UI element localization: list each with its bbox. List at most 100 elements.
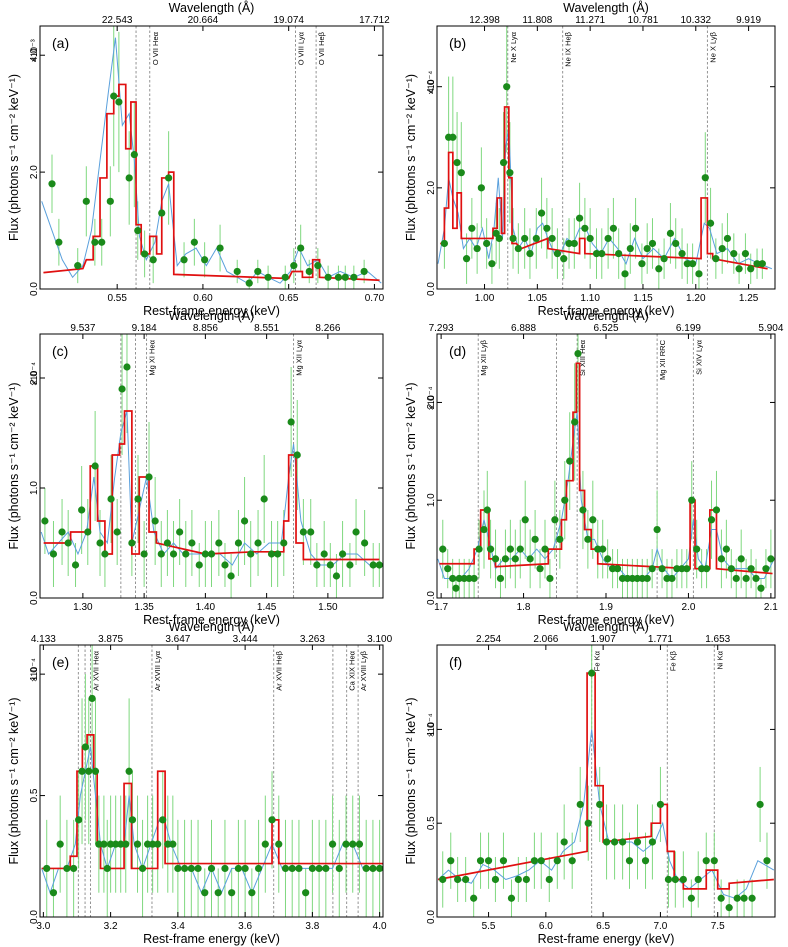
data-point bbox=[702, 565, 711, 573]
x-axis-title: Rest-frame energy (keV) bbox=[143, 304, 280, 318]
plot-frame bbox=[39, 644, 384, 918]
top-tick-label: 8.551 bbox=[254, 323, 279, 334]
y-axis-title: Flux (photons s⁻¹ cm⁻² keV⁻¹) bbox=[404, 382, 418, 549]
plot-area bbox=[41, 26, 382, 289]
y-exponent-label: ×10⁻³ bbox=[29, 39, 39, 62]
data-point bbox=[560, 255, 568, 263]
data-point bbox=[553, 857, 561, 865]
top-tick-label: 5.904 bbox=[758, 323, 783, 334]
data-point bbox=[621, 270, 629, 278]
data-point bbox=[655, 265, 663, 273]
data-point bbox=[49, 550, 58, 558]
top-tick-label: 8.856 bbox=[193, 323, 218, 334]
data-point bbox=[96, 539, 104, 547]
data-point bbox=[537, 857, 545, 865]
panel-label: (f) bbox=[449, 654, 462, 670]
data-point bbox=[735, 265, 743, 273]
top-tick-label: 6.199 bbox=[676, 323, 701, 334]
data-point bbox=[241, 864, 249, 873]
model-line bbox=[43, 83, 380, 282]
data-point bbox=[221, 864, 229, 873]
data-point bbox=[375, 561, 383, 569]
data-point bbox=[623, 574, 632, 583]
data-point bbox=[58, 528, 66, 536]
data-point bbox=[473, 244, 481, 253]
x-tick-label: 1.45 bbox=[257, 602, 277, 613]
data-point bbox=[369, 561, 377, 569]
data-point bbox=[295, 864, 303, 873]
data-point bbox=[727, 565, 735, 573]
data-point bbox=[315, 864, 323, 873]
y-tick-label: 0.0 bbox=[426, 282, 437, 296]
data-point bbox=[234, 864, 243, 873]
y-tick-label: 2.0 bbox=[426, 180, 437, 194]
x-tick-label: 0.70 bbox=[365, 293, 385, 304]
plot-area bbox=[41, 645, 383, 917]
data-point bbox=[320, 550, 328, 558]
top-tick-label: 9.184 bbox=[132, 323, 157, 334]
data-point bbox=[594, 545, 602, 553]
plot-area bbox=[437, 645, 775, 917]
y-tick-label: 1.0 bbox=[29, 667, 40, 681]
plot-frame bbox=[436, 25, 776, 290]
top-tick-label: 2.254 bbox=[476, 634, 501, 645]
data-point bbox=[154, 840, 162, 848]
data-point bbox=[85, 767, 93, 775]
data-point bbox=[187, 864, 195, 873]
data-point bbox=[207, 550, 216, 558]
data-point bbox=[182, 550, 190, 558]
data-point bbox=[565, 239, 573, 248]
top-axis-title: Wavelength (Å) bbox=[169, 619, 255, 634]
y-tick-label: 0.5 bbox=[29, 788, 40, 802]
data-point bbox=[48, 180, 56, 188]
data-point bbox=[694, 875, 702, 884]
emission-line-label: Mg XII Lyβ bbox=[479, 339, 488, 375]
data-point bbox=[457, 169, 465, 177]
data-point bbox=[75, 816, 83, 824]
data-point bbox=[122, 840, 130, 848]
data-point bbox=[462, 875, 470, 884]
data-point bbox=[742, 574, 750, 583]
data-point bbox=[618, 574, 627, 583]
emission-line-label: Mg XII RRC bbox=[658, 339, 667, 380]
data-point bbox=[480, 525, 488, 534]
top-tick-label: 3.444 bbox=[233, 634, 258, 645]
data-point bbox=[63, 864, 71, 873]
data-point bbox=[245, 279, 253, 287]
data-point bbox=[576, 800, 584, 809]
data-point bbox=[149, 840, 157, 848]
data-point bbox=[702, 857, 710, 865]
data-point bbox=[267, 550, 276, 558]
top-tick-label: 2.066 bbox=[533, 634, 558, 645]
data-point bbox=[117, 840, 125, 848]
data-point bbox=[741, 249, 750, 258]
y-tick-label: 1.0 bbox=[426, 722, 437, 736]
data-point bbox=[227, 572, 235, 580]
data-point bbox=[673, 565, 681, 573]
data-point bbox=[125, 767, 133, 775]
data-point bbox=[361, 539, 369, 547]
y-axis-title: Flux (photons s⁻¹ cm⁻² keV⁻¹) bbox=[404, 697, 418, 864]
data-point bbox=[740, 894, 748, 902]
x-tick-label: 1.05 bbox=[528, 293, 548, 304]
data-point bbox=[526, 555, 534, 563]
top-tick-label: 11.271 bbox=[575, 15, 605, 26]
model-line bbox=[43, 410, 380, 561]
emission-line-label: O VII Heβ bbox=[317, 31, 326, 65]
data-point bbox=[261, 840, 269, 848]
data-point bbox=[571, 418, 579, 426]
emission-line-label: O VII Heα bbox=[151, 31, 160, 65]
emission-line-label: Ni Kα bbox=[715, 650, 724, 669]
data-point bbox=[626, 244, 634, 253]
x-tick-label: 1.10 bbox=[580, 293, 600, 304]
emission-line-label: Ar XVII Heβ bbox=[275, 650, 284, 690]
data-point bbox=[195, 561, 203, 569]
data-point bbox=[522, 875, 530, 884]
top-tick-label: 9.919 bbox=[736, 15, 761, 26]
data-point bbox=[113, 528, 121, 536]
data-point bbox=[648, 565, 656, 573]
y-tick-label: 1.0 bbox=[426, 493, 437, 507]
panel-label: (d) bbox=[449, 343, 466, 359]
data-point bbox=[499, 158, 508, 167]
